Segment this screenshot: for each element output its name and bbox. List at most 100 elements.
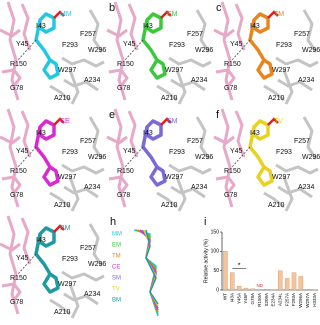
residue-label: W296 bbox=[195, 154, 213, 161]
bar bbox=[306, 289, 310, 290]
bar bbox=[251, 289, 255, 290]
residue-label: A210 bbox=[268, 202, 284, 209]
gray-sticks bbox=[276, 58, 318, 66]
residue-label: F257 bbox=[294, 31, 310, 38]
gray-sticks bbox=[62, 58, 104, 66]
x-tick-label: Y45A bbox=[236, 293, 241, 304]
panel-letter: b bbox=[109, 2, 115, 14]
y-axis-label: Relative activity (%) bbox=[203, 239, 209, 283]
x-tick-label: F293A bbox=[291, 293, 296, 306]
bar bbox=[237, 286, 241, 290]
residue-label: I43 bbox=[36, 130, 46, 137]
bar bbox=[230, 273, 234, 290]
residue-label: G78 bbox=[10, 85, 23, 92]
residue-label: F293 bbox=[62, 149, 78, 156]
residue-label: A234 bbox=[298, 184, 314, 191]
residue-label: W296 bbox=[302, 154, 320, 161]
residue-label: A234 bbox=[84, 184, 100, 191]
residue-label: I43 bbox=[36, 23, 46, 30]
residue-label: I43 bbox=[250, 130, 260, 137]
residue-label: G78 bbox=[117, 85, 130, 92]
residue-label: R150 bbox=[117, 61, 134, 68]
ligand-label: MM bbox=[60, 11, 72, 18]
ligand-label: CE bbox=[60, 118, 70, 125]
residue-label: W297 bbox=[272, 67, 290, 74]
bar bbox=[292, 273, 296, 290]
x-tick-label: W297A bbox=[305, 293, 310, 308]
residue-label: Y45 bbox=[123, 41, 136, 48]
legend-entry: CE bbox=[112, 265, 120, 271]
legend-entry: EM bbox=[112, 243, 121, 249]
bar bbox=[299, 276, 303, 290]
panel-letter: h bbox=[110, 216, 116, 228]
x-tick-label: S209A bbox=[264, 293, 269, 307]
y-tick-label: 50 bbox=[213, 268, 219, 274]
residue-label: A234 bbox=[84, 77, 100, 84]
residue-label: A234 bbox=[298, 77, 314, 84]
x-tick-label: WT bbox=[223, 293, 228, 300]
residue-label: Y45 bbox=[123, 148, 136, 155]
legend-entry: MM bbox=[112, 232, 122, 238]
residue-label: I43 bbox=[36, 237, 46, 244]
residue-label: W296 bbox=[88, 47, 106, 54]
residue-label: Y45 bbox=[16, 255, 29, 262]
residue-label: Y45 bbox=[230, 41, 243, 48]
residue-label: W296 bbox=[88, 154, 106, 161]
residue-label: A210 bbox=[161, 95, 177, 102]
residue-label: G78 bbox=[10, 192, 23, 199]
residue-label: Y45 bbox=[16, 41, 29, 48]
residue-label: W296 bbox=[88, 261, 106, 268]
bar bbox=[285, 278, 289, 290]
bar bbox=[265, 289, 269, 290]
residue-label: W297 bbox=[272, 174, 290, 181]
residue-label: F293 bbox=[62, 42, 78, 49]
x-tick-label: F257A bbox=[284, 293, 289, 306]
x-tick-label: A234L bbox=[277, 293, 282, 307]
panel-letter: e bbox=[109, 109, 115, 121]
residue-label: F293 bbox=[276, 42, 292, 49]
ligand-label: EM bbox=[167, 11, 178, 18]
residue-label: A210 bbox=[268, 95, 284, 102]
residue-label: R150 bbox=[224, 168, 241, 175]
x-tick-label: G78A bbox=[250, 293, 255, 305]
residue-label: R150 bbox=[10, 61, 27, 68]
residue-label: A234 bbox=[191, 184, 207, 191]
residue-label: W296 bbox=[195, 47, 213, 54]
y-tick-label: 150 bbox=[211, 229, 220, 235]
residue-label: I43 bbox=[143, 130, 153, 137]
residue-label: G78 bbox=[117, 192, 130, 199]
residue-label: A210 bbox=[161, 202, 177, 209]
residue-label: W297 bbox=[165, 174, 183, 181]
x-tick-label: H333A bbox=[312, 293, 317, 307]
residue-label: F257 bbox=[80, 138, 96, 145]
residue-label: A234 bbox=[84, 291, 100, 298]
residue-label: W297 bbox=[58, 174, 76, 181]
ligand-label: TM bbox=[274, 11, 284, 18]
residue-label: A210 bbox=[54, 202, 70, 209]
x-tick-label: E234A bbox=[271, 293, 276, 307]
residue-label: F293 bbox=[169, 149, 185, 156]
residue-label: I43 bbox=[143, 23, 153, 30]
residue-label: Y45 bbox=[16, 148, 29, 155]
residue-label: F257 bbox=[294, 138, 310, 145]
residue-label: F257 bbox=[80, 245, 96, 252]
legend-entry: TV bbox=[112, 287, 120, 293]
bar bbox=[244, 288, 248, 290]
legend-entry: TM bbox=[112, 254, 121, 260]
legend-entry: SM bbox=[112, 276, 121, 282]
gray-sticks bbox=[276, 165, 318, 173]
residue-label: W297 bbox=[58, 281, 76, 288]
residue-label: Y45 bbox=[230, 148, 243, 155]
residue-label: G78 bbox=[224, 192, 237, 199]
y-tick-label: 0 bbox=[216, 287, 219, 293]
gray-sticks bbox=[62, 165, 104, 173]
gray-sticks bbox=[169, 165, 211, 173]
residue-label: F293 bbox=[62, 256, 78, 263]
